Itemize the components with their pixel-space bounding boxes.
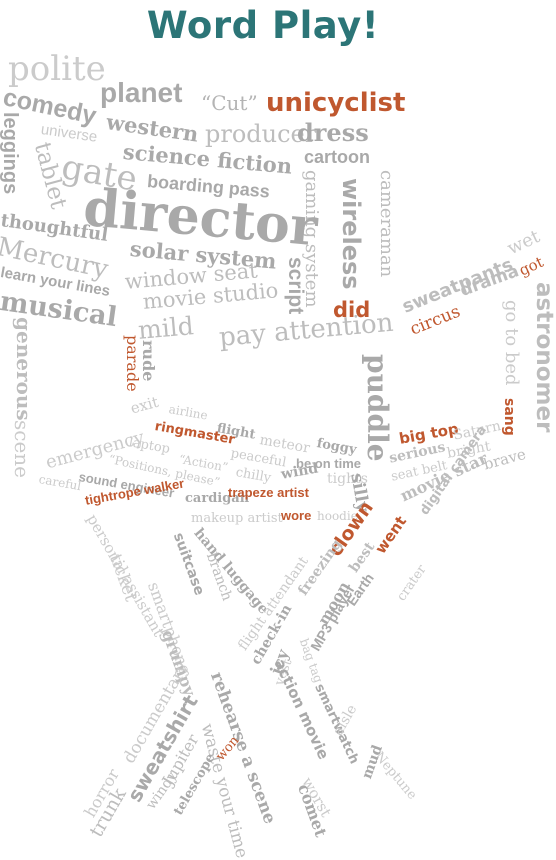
- word-item: go to bed: [501, 300, 522, 386]
- word-item: trapeze artist: [228, 485, 309, 500]
- word-item: generous: [12, 317, 36, 421]
- word-cloud-page: Word Play! polite planet “Cut” unicyclist co…: [0, 4, 556, 860]
- word-item: exit: [128, 392, 161, 418]
- word-item: scene: [10, 420, 34, 479]
- word-item: puddle: [361, 354, 394, 462]
- word-item: be on time: [296, 456, 362, 471]
- word-item: wireless: [337, 178, 365, 290]
- word-item: laptop: [127, 435, 172, 458]
- word-item: unicyclist: [266, 88, 406, 118]
- word-item: sang: [501, 398, 517, 436]
- word-item: mild: [136, 311, 195, 345]
- word-item: polite: [8, 49, 106, 89]
- word-item: chilly: [234, 465, 273, 486]
- page-title: Word Play!: [146, 4, 380, 47]
- word-item: cameraman: [376, 170, 397, 278]
- word-item: cartoon: [304, 147, 371, 167]
- word-item: went: [371, 512, 411, 558]
- word-item: wore: [281, 508, 312, 523]
- word-item: airline: [167, 402, 209, 423]
- word-item: wind: [279, 460, 320, 483]
- word-item: western: [104, 109, 201, 147]
- word-item: “Cut”: [201, 91, 258, 115]
- word-item: dress: [297, 118, 369, 147]
- word-item: planet: [100, 77, 183, 108]
- word-item: crater: [394, 562, 430, 605]
- word-item: makeup artist: [191, 511, 283, 526]
- word-item: leggings: [0, 112, 21, 195]
- word-item: hand luggage: [190, 525, 272, 618]
- word-item: rude: [139, 340, 158, 382]
- word-item: careful: [37, 472, 83, 494]
- word-item: parade: [123, 335, 142, 392]
- word-item: did: [333, 298, 371, 322]
- word-item: script: [284, 257, 307, 315]
- word-item: cardigan: [185, 491, 250, 506]
- word-item: got: [516, 252, 547, 280]
- word-item: producer: [205, 120, 317, 148]
- word-item: hoodie: [317, 509, 358, 523]
- word-item: astronomer: [531, 282, 556, 433]
- word-item: tights: [327, 471, 368, 487]
- word-item: ticket: [105, 551, 141, 605]
- word-item: foggy: [315, 436, 358, 458]
